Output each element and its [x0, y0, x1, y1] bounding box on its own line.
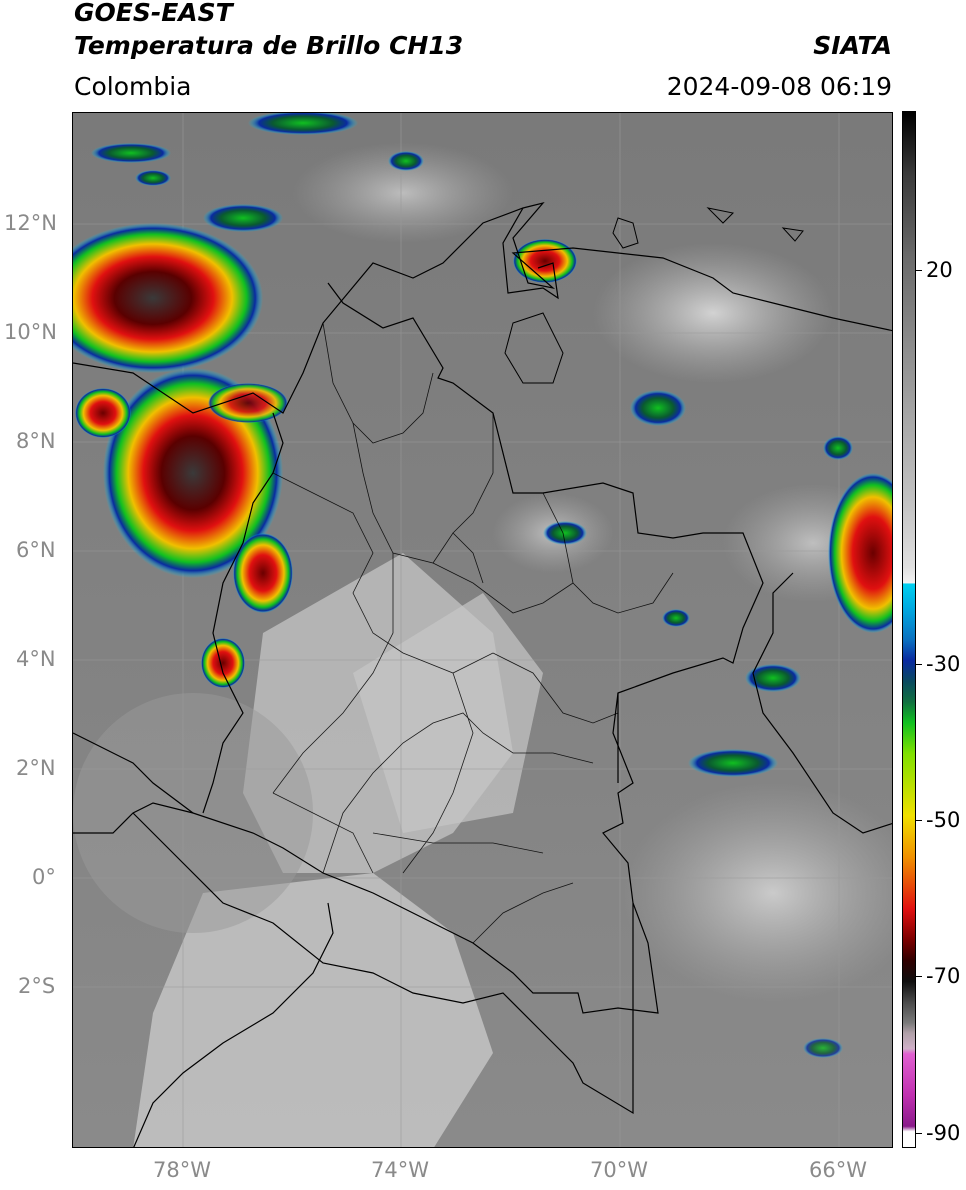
- department-borders: [272, 322, 674, 944]
- colorbar-tick-20: [916, 270, 922, 271]
- lat-label-12n: 12°N: [4, 211, 57, 235]
- lat-label-4n: 4°N: [16, 647, 56, 671]
- lat-label-10n: 10°N: [4, 320, 57, 344]
- lon-label-74w: 74°W: [371, 1158, 429, 1182]
- agency-label: SIATA: [813, 31, 892, 60]
- lon-label-70w: 70°W: [590, 1158, 648, 1182]
- lat-label-8n: 8°N: [16, 429, 56, 453]
- temperature-colorbar: [902, 111, 916, 1148]
- country-borders: [73, 201, 892, 1147]
- product-title: Temperatura de Brillo CH13: [74, 31, 464, 60]
- colorbar-tick-minus90: [916, 1133, 922, 1134]
- colorbar-label-minus50: -50: [926, 808, 961, 832]
- lon-label-78w: 78°W: [153, 1158, 211, 1182]
- region-label: Colombia: [74, 72, 192, 101]
- islands: [504, 207, 804, 384]
- colorbar-tick-minus30: [916, 664, 922, 665]
- lat-label-2n: 2°N: [16, 756, 56, 780]
- lat-label-6n: 6°N: [16, 538, 56, 562]
- colorbar-label-minus70: -70: [926, 964, 961, 988]
- map-canvas: [73, 113, 892, 1147]
- colorbar-tick-minus70: [916, 976, 922, 977]
- colorbar-label-minus90: -90: [926, 1121, 961, 1145]
- satellite-title: GOES-EAST: [74, 0, 233, 27]
- lon-label-66w: 66°W: [809, 1158, 867, 1182]
- lat-label-2s: 2°S: [18, 974, 56, 998]
- colorbar-label-20: 20: [926, 258, 953, 282]
- satellite-map[interactable]: [72, 112, 893, 1148]
- datetime-label: 2024-09-08 06:19: [666, 72, 892, 101]
- lat-label-0: 0°: [32, 865, 56, 889]
- colorbar-label-minus30: -30: [926, 652, 961, 676]
- colorbar-tick-minus50: [916, 820, 922, 821]
